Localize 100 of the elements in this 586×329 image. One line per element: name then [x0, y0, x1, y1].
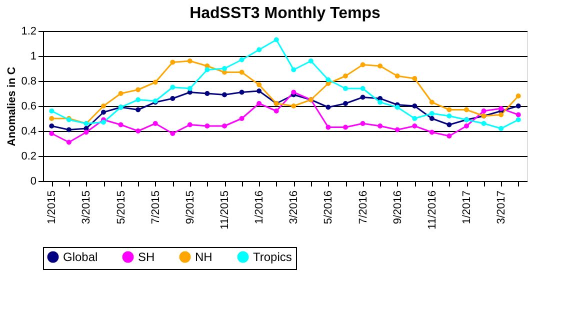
y-tick-label: 1.2 — [21, 26, 36, 38]
legend-label: SH — [138, 250, 155, 264]
x-tick-label: 1/2015 — [46, 190, 58, 224]
point — [446, 134, 452, 138]
point — [170, 60, 176, 65]
point — [256, 101, 262, 106]
point — [498, 126, 504, 131]
point — [446, 122, 452, 128]
point — [49, 116, 54, 121]
point — [516, 94, 521, 98]
point — [291, 90, 296, 95]
x-tick-label: 7/2015 — [150, 190, 162, 224]
point — [239, 90, 244, 95]
point — [274, 37, 279, 42]
point — [291, 104, 296, 108]
point — [343, 124, 348, 130]
point — [360, 86, 366, 91]
point — [256, 88, 262, 94]
point — [326, 77, 331, 82]
point — [498, 106, 504, 111]
point — [204, 67, 210, 72]
point — [429, 116, 434, 121]
point — [498, 112, 504, 118]
point — [170, 84, 176, 90]
point — [412, 124, 418, 128]
point — [256, 82, 262, 88]
y-tick-label: 0.8 — [21, 76, 36, 88]
point — [429, 100, 434, 105]
y-tick-label: 0.6 — [21, 100, 36, 112]
point — [343, 74, 348, 78]
legend-label: Global — [63, 250, 98, 264]
point — [308, 58, 314, 64]
point — [516, 104, 521, 108]
point — [152, 121, 158, 126]
point — [394, 104, 400, 110]
point — [170, 131, 176, 136]
point — [378, 100, 383, 105]
legend-label: Tropics — [253, 250, 292, 264]
point — [136, 97, 141, 102]
x-tick-label: 7/2016 — [357, 190, 370, 224]
x-tick-label: 5/2015 — [115, 190, 128, 224]
chart-title: HadSST3 Monthly Temps — [190, 5, 381, 22]
point — [394, 74, 400, 78]
x-tick-label: 11/2015 — [219, 190, 231, 230]
point — [187, 86, 192, 91]
point — [360, 62, 366, 68]
point — [49, 108, 54, 114]
point — [412, 76, 418, 81]
point — [222, 66, 227, 71]
point — [291, 67, 296, 72]
point — [239, 57, 244, 62]
x-tick-label: 3/2017 — [496, 190, 508, 224]
point — [256, 47, 262, 52]
point — [516, 117, 521, 122]
x-tick-label: 3/2015 — [80, 190, 93, 224]
point — [136, 128, 141, 134]
x-tick-label: 5/2016 — [322, 190, 335, 224]
point — [49, 124, 54, 128]
x-tick-label: 1/2016 — [254, 190, 266, 224]
point — [136, 107, 141, 112]
point — [49, 131, 54, 136]
point — [464, 107, 469, 112]
x-tick-label: 1/2017 — [461, 190, 473, 224]
y-axis-title: Anomalies in C — [6, 66, 18, 146]
y-tick-label: 0.4 — [21, 126, 36, 138]
point — [378, 124, 383, 128]
point — [101, 110, 106, 115]
point — [84, 130, 89, 135]
point — [239, 116, 244, 121]
point — [66, 140, 72, 145]
point — [360, 121, 366, 126]
point — [101, 104, 106, 108]
point — [152, 80, 158, 85]
y-tick-label: 1 — [30, 50, 36, 62]
point — [464, 124, 469, 128]
point — [204, 91, 210, 96]
x-tick-label: 9/2015 — [184, 190, 196, 224]
point — [204, 124, 210, 128]
point — [326, 124, 331, 130]
point — [516, 112, 521, 118]
point — [429, 130, 434, 135]
point — [394, 127, 400, 132]
point — [326, 104, 331, 110]
point — [446, 107, 452, 112]
point — [412, 104, 418, 108]
point — [222, 92, 227, 98]
point — [239, 70, 244, 75]
point — [136, 87, 141, 92]
y-tick-label: 0 — [30, 176, 36, 188]
point — [446, 114, 452, 118]
point — [412, 116, 418, 121]
point — [101, 120, 106, 125]
x-tick-label: 11/2016 — [426, 190, 438, 230]
point — [187, 122, 192, 128]
point — [360, 94, 366, 100]
legend-label: NH — [195, 250, 212, 264]
point — [481, 121, 486, 126]
x-tick-label: 9/2016 — [392, 190, 404, 224]
point — [170, 96, 176, 101]
point — [429, 111, 434, 116]
